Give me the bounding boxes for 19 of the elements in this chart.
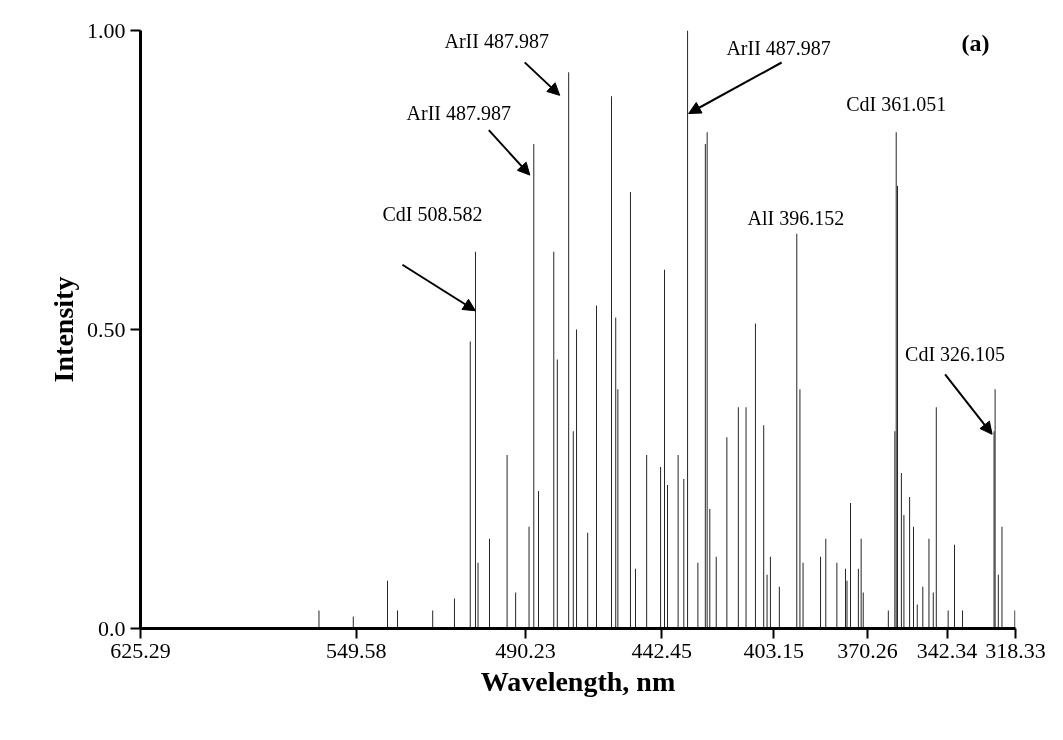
x-tick-label: 318.33 (985, 637, 1046, 663)
annotation: CdI 361.051 (846, 93, 947, 116)
annotation: CdI 508.582 (382, 202, 483, 225)
x-tick-label: 342.34 (916, 637, 978, 663)
annotation: ArII 487.987 (406, 102, 512, 125)
y-tick-label: 1.00 (87, 17, 126, 43)
x-tick-label: 370.26 (837, 637, 898, 663)
annotation: ArII 487.987 (444, 30, 549, 53)
x-tick-label: 403.15 (743, 637, 804, 663)
annotation: AlI 396.152 (747, 206, 845, 229)
x-tick-label: 442.45 (631, 637, 692, 663)
annotation: ArII 487.987 (726, 36, 831, 59)
x-axis-title: Wavelength, nm (480, 665, 676, 697)
annotation: (a) (961, 29, 990, 56)
y-tick-label: 0.50 (87, 316, 126, 342)
x-tick-label: 549.58 (326, 637, 387, 663)
x-tick-label: 490.23 (495, 637, 556, 663)
annotation: CdI 326.105 (905, 343, 1006, 366)
y-axis-title: Intensity (48, 276, 79, 383)
